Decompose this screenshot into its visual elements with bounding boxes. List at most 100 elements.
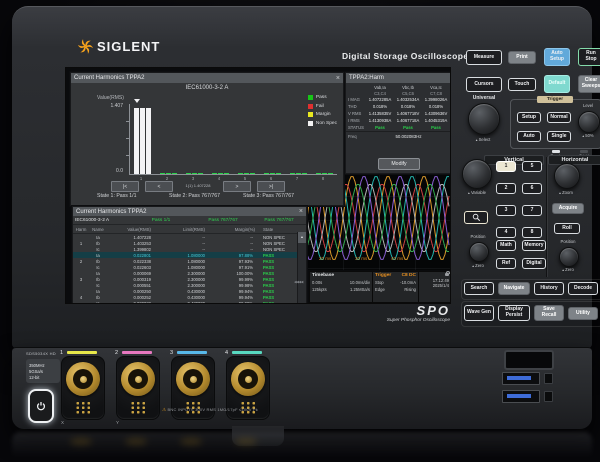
last-page-button[interactable]: >|	[257, 181, 285, 192]
scroll-up-arrow[interactable]: ▲	[298, 232, 306, 243]
y-axis-label: Value(RMS)	[97, 95, 124, 101]
bnc-recess	[116, 356, 160, 420]
first-page-button[interactable]: |<	[111, 181, 139, 192]
table-row[interactable]: 1 Ib 1.403253 -- -- NON SPEC	[79, 240, 285, 246]
table-row[interactable]: 3 Ib 0.000319 2.300000 99.99% PASS	[79, 276, 275, 282]
table-row[interactable]: 4 Ib 0.000252 0.430000 99.94% PASS	[79, 294, 275, 300]
chart-legend: Pass Fail Margin Non Spec	[307, 95, 337, 129]
table-row[interactable]: Ia 0.000069 2.300000 100.00% PASS	[96, 270, 275, 276]
push-knob-icon: ▴	[559, 191, 561, 195]
channel-3-button[interactable]: 3	[496, 205, 516, 216]
memory-button[interactable]: Memory	[522, 240, 546, 251]
universal-knob[interactable]	[468, 103, 500, 135]
channel-2-button[interactable]: 2	[496, 183, 516, 194]
vertical-scale-knob[interactable]	[462, 159, 492, 189]
harmonic-bar	[264, 172, 269, 174]
harm-panel-row: I MAG 1.4072285A 1.4032534A 1.3998026A	[348, 97, 448, 102]
auto-setup-button[interactable]: Auto Setup	[544, 48, 570, 66]
harmonic-bar	[238, 172, 243, 174]
modify-button[interactable]: Modify	[378, 158, 420, 170]
clear-sweeps-button[interactable]: Clear Sweeps	[578, 75, 600, 93]
table-row[interactable]: Ic 0.022603 1.080000 97.91% PASS	[96, 264, 275, 270]
search-button[interactable]: Search	[464, 282, 494, 295]
next-page-button[interactable]: >	[223, 181, 251, 192]
table-row[interactable]: Ic 1.399802 -- -- NON SPEC	[96, 246, 285, 252]
x-tick-label: 7	[295, 176, 299, 181]
measure-button[interactable]: Measure	[466, 50, 502, 65]
timebase-delay: 0.00s	[312, 280, 323, 285]
table-row[interactable]: Ia 0.022801 1.080000 97.88% PASS	[73, 252, 306, 258]
save-recall-button[interactable]: Save Recall	[534, 305, 564, 321]
channel-5-button[interactable]: 5	[522, 161, 542, 172]
navigate-button[interactable]: Navigate	[498, 282, 530, 295]
channel-4-button[interactable]: 4	[496, 227, 516, 238]
power-button[interactable]	[28, 389, 54, 423]
run-stop-button[interactable]: Run Stop	[578, 48, 600, 66]
freq-value: 50.002083Hz	[395, 133, 422, 139]
touch-button[interactable]: Touch	[508, 78, 536, 91]
channel-color-bar	[232, 351, 262, 354]
usb-tongue	[507, 394, 531, 398]
trigger-auto-button[interactable]: Auto	[517, 131, 541, 142]
utility-button[interactable]: Utility	[568, 307, 598, 320]
trigger-setup-button[interactable]: Setup	[517, 112, 541, 123]
display-persist-button[interactable]: Display Persist	[498, 305, 530, 321]
print-button[interactable]: Print	[508, 51, 536, 64]
close-icon[interactable]: ×	[335, 74, 340, 82]
trigger-single-button[interactable]: Single	[547, 131, 571, 142]
time-tick: 20 ms	[319, 256, 332, 261]
x-tick-label: 1	[139, 176, 143, 181]
harmonic-bar	[134, 108, 139, 174]
trigger-level-knob[interactable]	[578, 111, 600, 133]
channel-7-button[interactable]: 7	[522, 205, 542, 216]
wave-gen-button[interactable]: Wave Gen	[464, 305, 494, 321]
history-button[interactable]: History	[534, 282, 564, 295]
ref-button[interactable]: Ref	[496, 258, 516, 269]
default-button[interactable]: Default	[544, 75, 570, 93]
prev-page-button[interactable]: <	[145, 181, 173, 192]
timebase-block[interactable]: Timebase 0.00s 10.0ms/div 125kpts 1.25MS…	[310, 272, 372, 302]
channel-number: 3	[170, 350, 174, 356]
sample-rate-spec: 5GSa/s	[29, 368, 43, 374]
roll-button[interactable]: Roll	[554, 223, 580, 234]
timebase-label: Timebase	[312, 273, 335, 278]
decode-button[interactable]: Decode	[568, 282, 598, 295]
table-row[interactable]: Ic 0.000551 2.300000 99.98% PASS	[96, 282, 275, 288]
table-row[interactable]: 2 Ib 0.022338 1.080000 97.93% PASS	[79, 258, 275, 264]
vertical-position-knob[interactable]	[469, 242, 489, 262]
bnc-recess	[61, 356, 105, 420]
clock-block: 17:12:49 2025/1/4	[418, 271, 450, 302]
bar-readout: 1(1) 1.407228	[185, 183, 211, 188]
table-row[interactable]: Ia 0.000250 0.430000 99.94% PASS	[96, 288, 275, 294]
harmonic-bar	[212, 172, 217, 174]
channel-6-button[interactable]: 6	[522, 183, 542, 194]
close-icon[interactable]: ×	[298, 208, 303, 215]
digital-button[interactable]: Digital	[522, 258, 546, 269]
state-3-summary: Pass 767/767	[264, 217, 294, 223]
trigger-block[interactable]: Trigger C8 DC Stop -10.0mA Edge Rising	[372, 272, 418, 302]
push-knob-icon: ▴	[472, 264, 474, 268]
table-scrollbar[interactable]: ▲	[297, 232, 306, 303]
horizontal-position-knob[interactable]	[559, 247, 579, 267]
horizontal-scale-knob[interactable]	[554, 163, 580, 189]
y-min-value: 0.0	[116, 168, 123, 174]
table-row[interactable]: Ic 0.000032 0.430000 99.99% PASS	[96, 300, 275, 304]
clock-time: 17:12:49	[432, 278, 449, 283]
math-button[interactable]: Math	[496, 240, 516, 251]
trigger-normal-button[interactable]: Normal	[547, 112, 571, 123]
status-bar: Timebase 0.00s 10.0ms/div 125kpts 1.25MS…	[309, 271, 450, 303]
trigger-group: Trigger Setup Normal Auto Single Level ▴…	[510, 96, 600, 149]
harmonic-bar	[192, 172, 197, 174]
channel-1-button[interactable]: 1	[496, 161, 516, 172]
table-row[interactable]: Ia 1.407228 -- -- NON SPEC	[96, 234, 285, 240]
trigger-mode: Stop	[375, 280, 384, 285]
channel-8-button[interactable]: 8	[522, 227, 542, 238]
acquire-button[interactable]: Acquire	[552, 203, 584, 214]
product-type-label: Digital Storage Oscilloscope	[342, 51, 469, 61]
cursors-button[interactable]: Cursors	[466, 77, 502, 92]
bnc-connector	[121, 362, 155, 396]
harmonic-bar	[244, 172, 249, 174]
dialog-title: Current Harmonics TPPA2	[74, 75, 145, 81]
zoom-magnifier-button[interactable]	[464, 211, 488, 224]
